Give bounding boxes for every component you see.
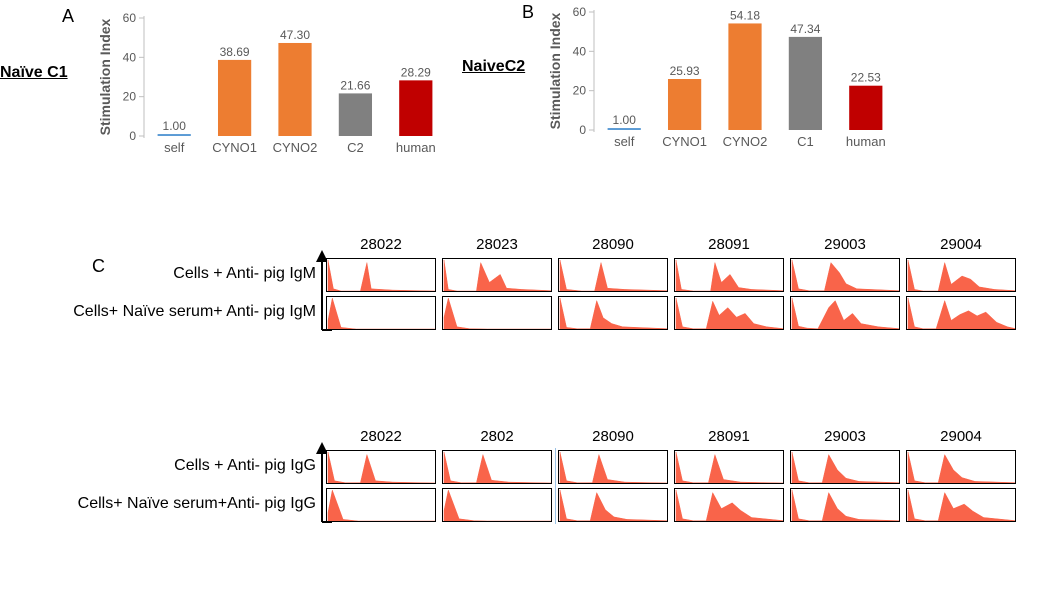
histo-header: 28090 bbox=[558, 236, 668, 253]
histo-header: 29004 bbox=[906, 236, 1016, 253]
histo-cell bbox=[442, 450, 552, 484]
svg-text:40: 40 bbox=[573, 44, 587, 58]
histo-cell bbox=[790, 258, 900, 292]
histo-cell bbox=[906, 488, 1016, 522]
histo-cell bbox=[326, 488, 436, 522]
histo-cell bbox=[906, 450, 1016, 484]
svg-text:60: 60 bbox=[123, 11, 137, 25]
histo-cell bbox=[674, 488, 784, 522]
histo-cell bbox=[558, 258, 668, 292]
svg-text:28.29: 28.29 bbox=[401, 65, 431, 79]
histo-cell bbox=[674, 296, 784, 330]
svg-text:human: human bbox=[396, 140, 436, 155]
svg-text:21.66: 21.66 bbox=[340, 78, 370, 92]
svg-text:CYNO2: CYNO2 bbox=[273, 140, 318, 155]
histo-cell bbox=[442, 488, 552, 522]
row-label: Cells + Anti- pig IgM bbox=[0, 265, 316, 283]
chart-b: 0 20 40 60 Stimulation Index 1.00 self 25.93 CYN… bbox=[546, 0, 902, 152]
histo-cell bbox=[790, 488, 900, 522]
histo-cell bbox=[442, 258, 552, 292]
svg-text:0: 0 bbox=[129, 129, 136, 143]
histo-cell bbox=[558, 296, 668, 330]
row-label: Cells + Anti- pig IgG bbox=[0, 457, 316, 475]
histo-header: 29004 bbox=[906, 428, 1016, 445]
svg-text:self: self bbox=[614, 134, 635, 149]
histo-cell bbox=[790, 450, 900, 484]
histo-cell bbox=[906, 296, 1016, 330]
svg-text:20: 20 bbox=[123, 90, 137, 104]
histo-header: 28022 bbox=[326, 236, 436, 253]
row-label: Cells+ Naïve serum+Anti- pig IgG bbox=[0, 495, 316, 513]
svg-text:C2: C2 bbox=[347, 140, 364, 155]
histo-header: 2802 bbox=[442, 428, 552, 445]
histo-cell bbox=[674, 258, 784, 292]
svg-text:CYNO2: CYNO2 bbox=[723, 134, 768, 149]
svg-text:0: 0 bbox=[579, 123, 586, 137]
svg-text:Stimulation Index: Stimulation Index bbox=[547, 12, 563, 129]
svg-text:38.69: 38.69 bbox=[220, 45, 250, 59]
separator-line bbox=[555, 448, 556, 524]
svg-text:C1: C1 bbox=[797, 134, 814, 149]
histo-cell bbox=[442, 296, 552, 330]
histo-header: 28091 bbox=[674, 236, 784, 253]
svg-text:1.00: 1.00 bbox=[613, 113, 637, 127]
row-label: Cells+ Naïve serum+ Anti- pig IgM bbox=[0, 303, 316, 321]
svg-text:22.53: 22.53 bbox=[851, 71, 881, 85]
panel-a-title: Naïve C1 bbox=[0, 64, 68, 82]
panel-a-label: A bbox=[62, 6, 74, 27]
svg-text:1.00: 1.00 bbox=[163, 119, 187, 133]
histo-cell bbox=[326, 296, 436, 330]
svg-text:20: 20 bbox=[573, 84, 587, 98]
panel-b-label: B bbox=[522, 2, 534, 23]
histo-header: 28090 bbox=[558, 428, 668, 445]
svg-text:human: human bbox=[846, 134, 886, 149]
histo-cell bbox=[326, 450, 436, 484]
histo-header: 28022 bbox=[326, 428, 436, 445]
svg-text:25.93: 25.93 bbox=[670, 64, 700, 78]
svg-text:CYNO1: CYNO1 bbox=[212, 140, 257, 155]
svg-text:60: 60 bbox=[573, 5, 587, 19]
svg-text:47.30: 47.30 bbox=[280, 28, 310, 42]
svg-text:40: 40 bbox=[123, 50, 137, 64]
histo-header: 28091 bbox=[674, 428, 784, 445]
chart-a: 0 20 40 60 Stimulation Index 1.00 self 38.69 CYN… bbox=[96, 6, 452, 158]
svg-text:Stimulation Index: Stimulation Index bbox=[97, 18, 113, 135]
histo-cell bbox=[558, 450, 668, 484]
histo-header: 28023 bbox=[442, 236, 552, 253]
histo-cell bbox=[790, 296, 900, 330]
svg-text:54.18: 54.18 bbox=[730, 8, 760, 22]
histo-header: 29003 bbox=[790, 428, 900, 445]
histo-cell bbox=[558, 488, 668, 522]
histo-cell bbox=[674, 450, 784, 484]
svg-text:self: self bbox=[164, 140, 185, 155]
histo-cell bbox=[906, 258, 1016, 292]
svg-text:CYNO1: CYNO1 bbox=[662, 134, 707, 149]
svg-text:47.34: 47.34 bbox=[790, 22, 820, 36]
histo-cell bbox=[326, 258, 436, 292]
panel-b-title: NaiveC2 bbox=[462, 58, 525, 76]
histo-header: 29003 bbox=[790, 236, 900, 253]
